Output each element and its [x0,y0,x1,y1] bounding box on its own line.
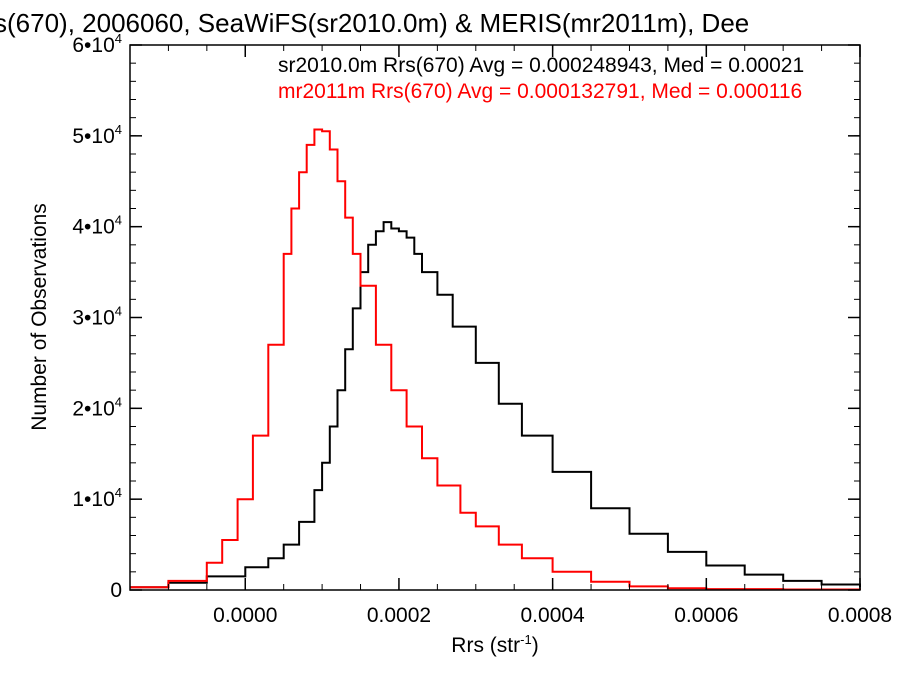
x-tick-label: 0.0008 [828,604,892,627]
x-tick-label: 0.0000 [213,604,277,627]
y-axis-label: Number of Observations [28,203,51,431]
y-tick-label: 0 [110,579,122,602]
annotation-line-2: mr2011m Rrs(670) Avg = 0.000132791, Med … [278,80,802,103]
series-2-line [130,128,861,591]
y-tick-label: 1•104 [72,485,122,511]
y-tick-label: 2•104 [72,394,122,420]
x-axis-ticks: 0.0000 0.0002 0.0004 0.0006 0.0008 [129,45,892,627]
x-axis-label-close: ) [532,634,539,657]
annotation-line-1: sr2010.0m Rrs(670) Avg = 0.000248943, Me… [278,54,804,77]
series-layer [130,128,861,591]
x-tick-label: 0.0006 [674,604,738,627]
x-axis-label-sup: -1 [520,632,532,647]
y-tick-label: 4•104 [72,213,122,239]
x-tick-label: 0.0002 [367,604,431,627]
series-1-line [130,221,861,589]
x-axis-label: Rrs (str-1) [451,632,538,657]
plot-frame [129,44,861,591]
y-tick-label: 3•104 [72,304,122,330]
x-tick-label: 0.0004 [521,604,586,627]
y-tick-label: 6•104 [72,31,122,57]
y-axis-ticks: 0 1•104 2•104 3•104 4•104 5•104 6•104 [72,31,860,602]
y-tick-label: 5•104 [72,122,122,148]
x-axis-label-main: Rrs (str [451,634,520,657]
chart-title: s(670), 2006060, SeaWiFS(sr2010.0m) & ME… [0,8,749,38]
